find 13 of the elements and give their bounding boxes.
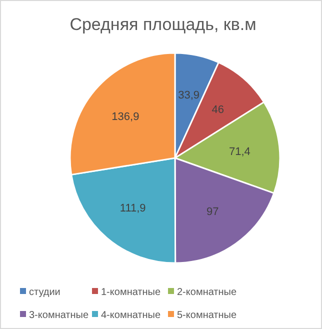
data-label: 33,9 (178, 89, 200, 102)
data-label: 46 (212, 104, 224, 116)
legend-label: 4-комнатные (101, 310, 161, 321)
data-label: 136,9 (112, 110, 140, 123)
legend-label: 2-комнатные (177, 287, 237, 298)
data-label: 71,4 (229, 146, 250, 158)
legend-label: 3-комнатные (29, 310, 89, 321)
data-label: 97 (206, 206, 219, 218)
legend-label: студии (29, 287, 60, 298)
legend-label: 5-комнатные (177, 310, 237, 321)
data-label: 111,9 (120, 202, 146, 215)
legend-label: 1-комнатные (101, 287, 161, 298)
chart-title: Средняя площадь, кв.м (70, 15, 256, 34)
